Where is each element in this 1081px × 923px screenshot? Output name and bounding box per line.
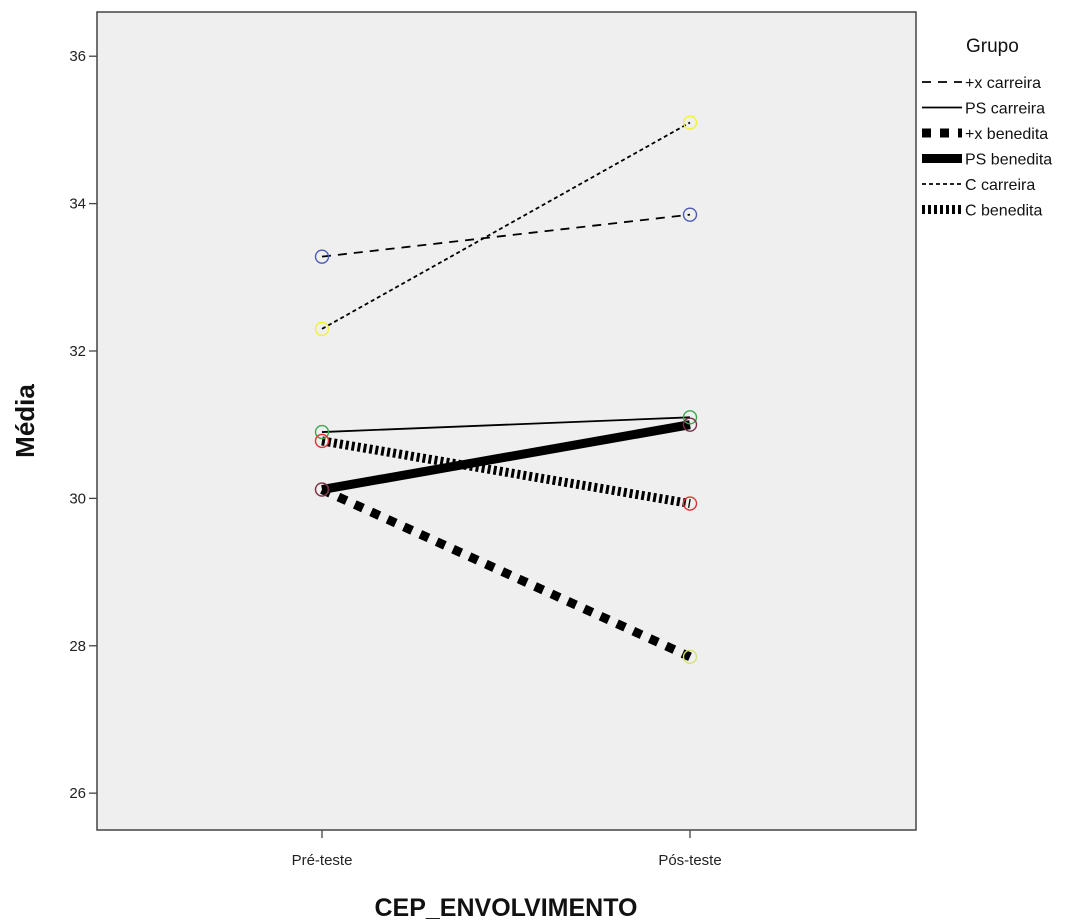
series-line: [321, 416, 691, 433]
series-line: [321, 121, 691, 330]
legend-label: PS carreira: [965, 101, 1045, 118]
legend: Grupo +x carreira PS carreira +x benedita P…: [922, 36, 1052, 220]
data-point-marker: [314, 482, 330, 497]
data-point-marker: [314, 433, 330, 449]
marker-layer: [314, 115, 698, 665]
data-point-marker: [682, 115, 698, 130]
y-tick-label: 28: [69, 638, 86, 655]
legend-label: +x benedita: [965, 126, 1048, 143]
data-point-marker: [314, 321, 330, 337]
data-point-marker: [682, 496, 698, 511]
y-tick-label: 26: [69, 785, 86, 802]
series-line: [321, 436, 691, 508]
x-axis-title: CEP_ENVOLVIMENTO: [374, 894, 637, 922]
data-point-marker: [314, 249, 330, 264]
data-point-marker: [682, 417, 698, 432]
data-point-marker: [682, 649, 698, 665]
y-tick-label: 36: [69, 48, 86, 65]
x-tick-label: Pós-teste: [658, 852, 721, 869]
y-tick-label: 32: [69, 343, 86, 360]
y-tick-label: 34: [69, 196, 86, 213]
y-tick-label: 30: [69, 490, 86, 507]
x-tick-label: Pré-teste: [292, 852, 353, 869]
legend-label: PS benedita: [965, 152, 1052, 169]
y-axis-title: Média: [10, 384, 40, 458]
data-point-marker: [314, 424, 330, 440]
plot-area: [96, 11, 917, 831]
data-point-marker: [682, 207, 698, 222]
data-point-marker: [682, 410, 698, 425]
legend-label: C carreira: [965, 177, 1035, 194]
series-line: [321, 213, 691, 258]
x-axis: Pré-teste Pós-teste: [292, 830, 722, 869]
legend-label: +x carreira: [965, 75, 1041, 92]
series-line: [320, 485, 692, 661]
series-layer: [320, 121, 692, 661]
series-line: [321, 420, 691, 494]
legend-title: Grupo: [966, 36, 1019, 57]
legend-label: C benedita: [965, 203, 1042, 220]
y-axis: 26 28 30 32 34 36: [69, 48, 97, 802]
